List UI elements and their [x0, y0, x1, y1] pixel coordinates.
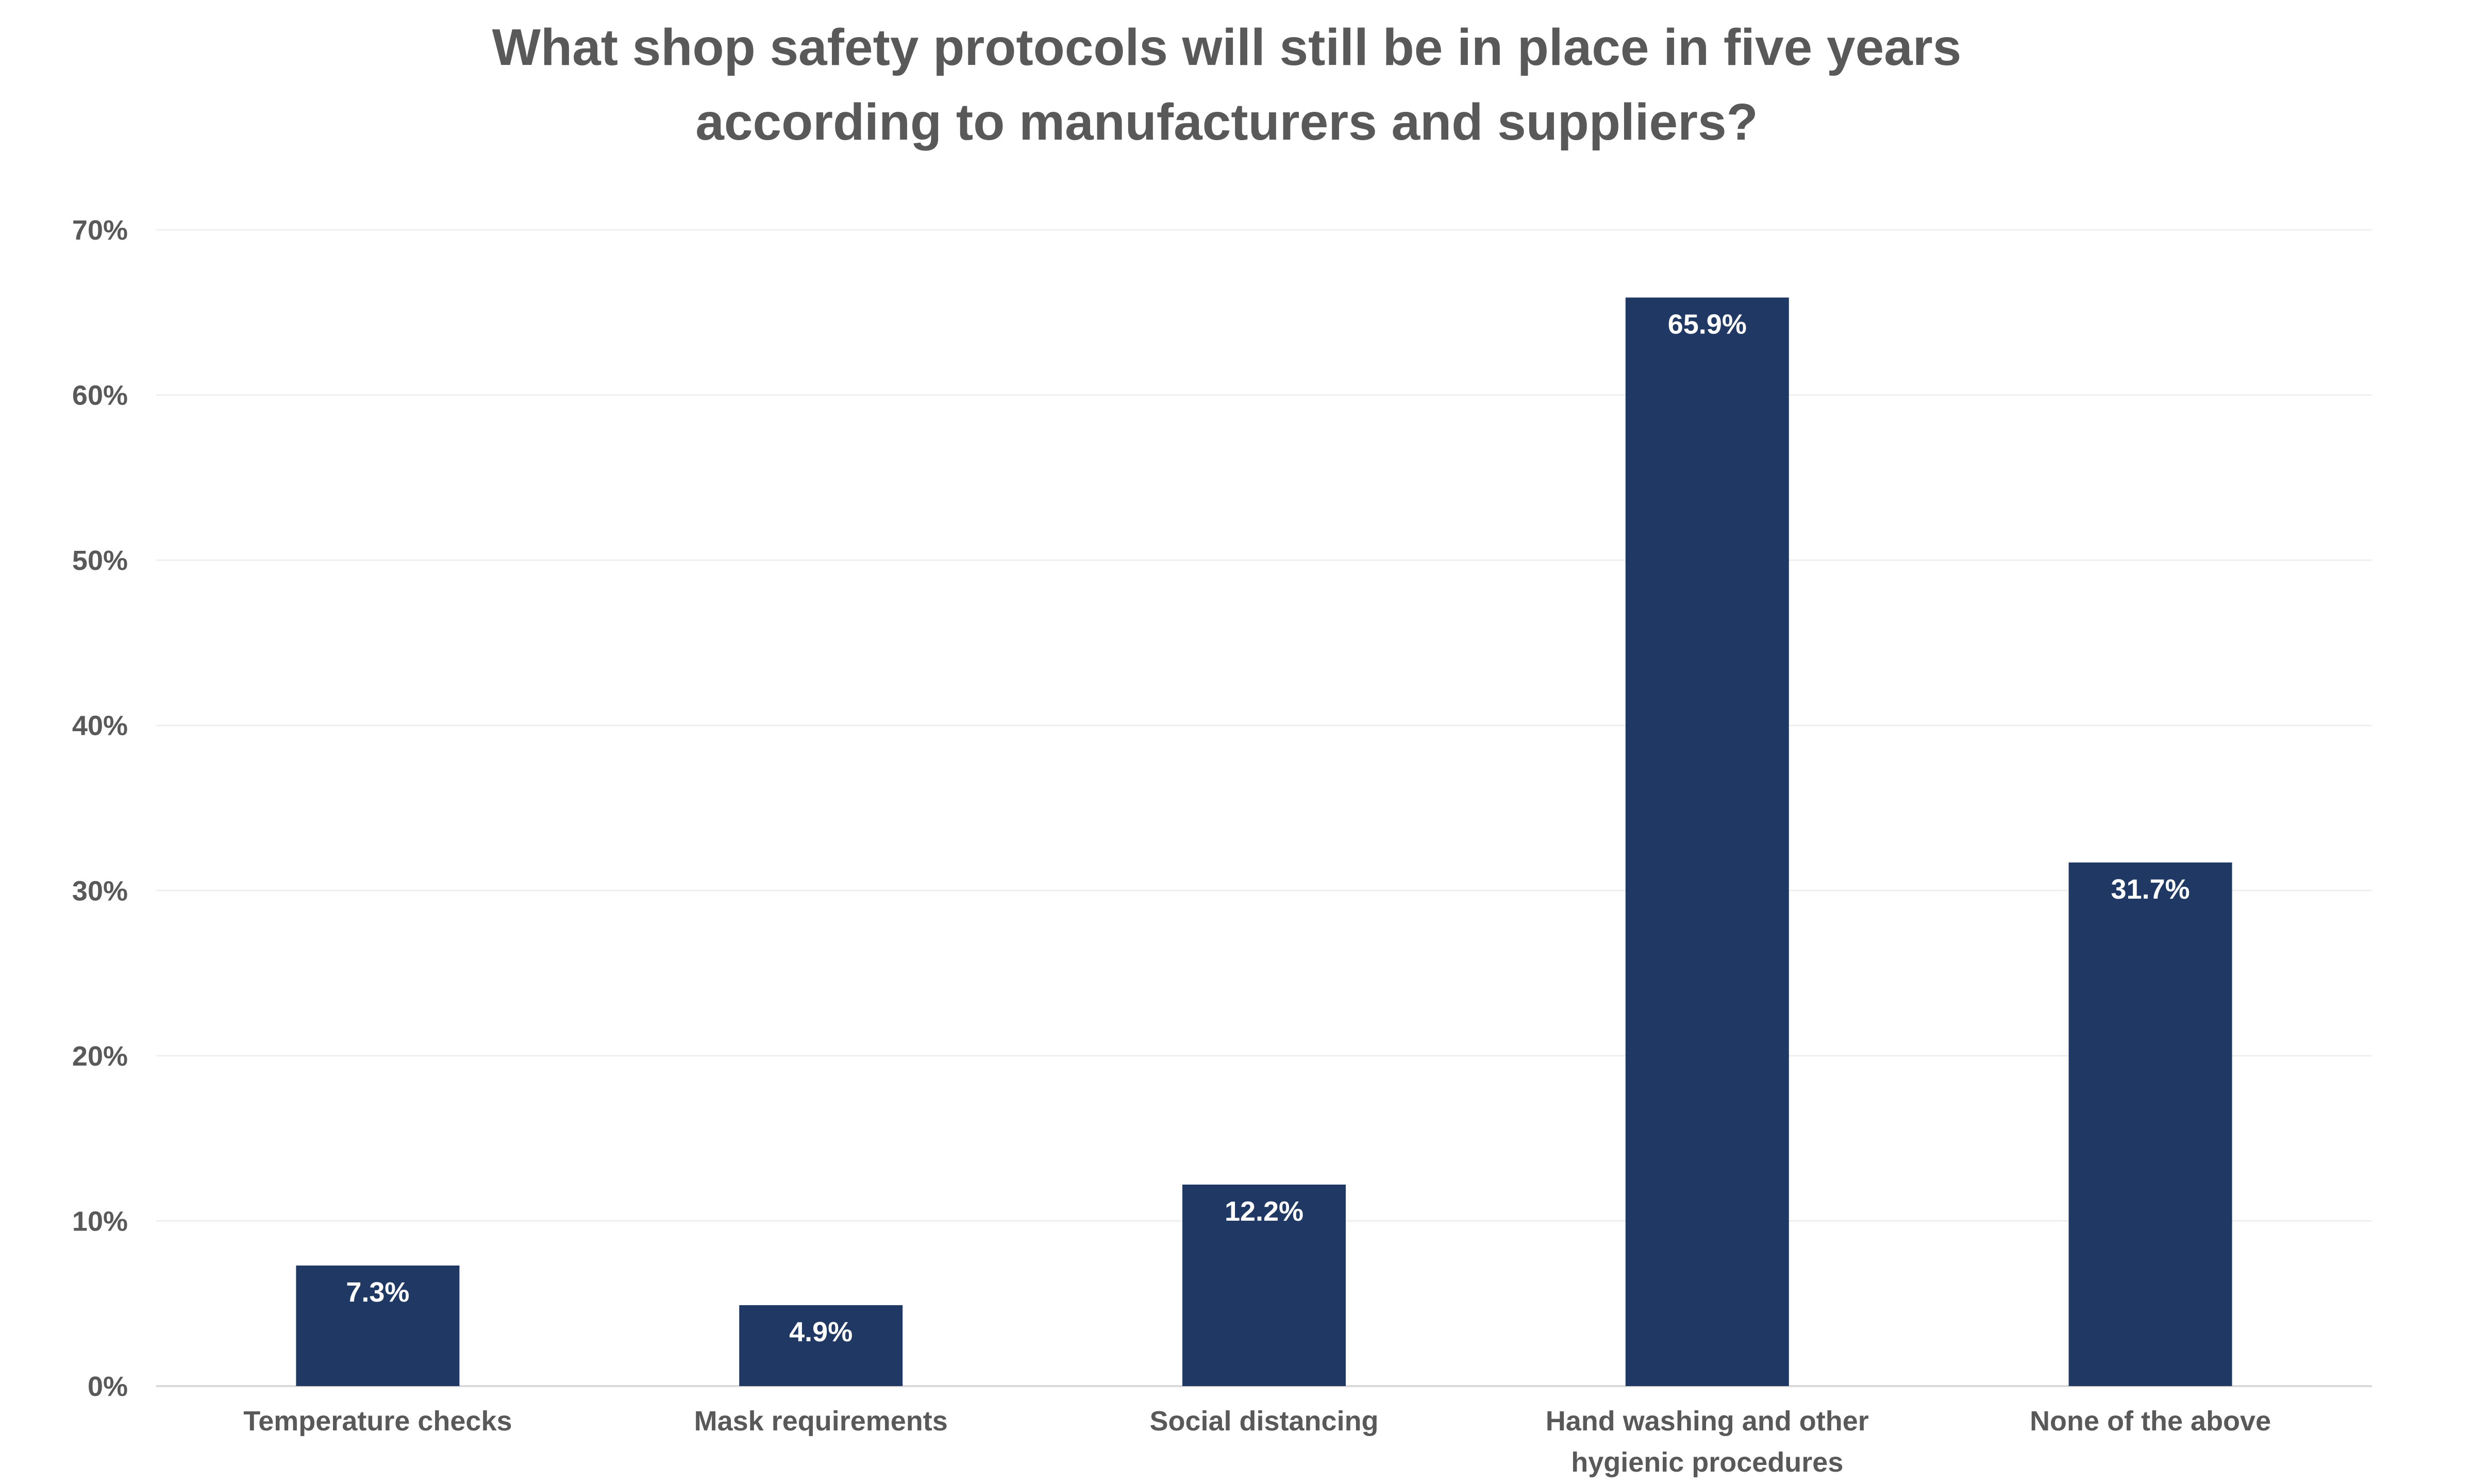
data-label: 12.2% [1225, 1196, 1303, 1227]
chart-title-line-1: What shop safety protocols will still be… [492, 19, 1962, 76]
y-tick-label: 20% [72, 1041, 128, 1072]
bar [1182, 1184, 1346, 1386]
bar [1625, 297, 1789, 1386]
chart-title-line-2: according to manufacturers and suppliers… [695, 93, 1758, 151]
y-tick-label: 70% [72, 215, 128, 246]
data-label: 4.9% [789, 1317, 852, 1347]
bar [739, 1305, 903, 1386]
x-category-label: None of the above [2030, 1406, 2271, 1437]
chart-title: What shop safety protocols will still be… [0, 10, 2453, 160]
data-label: 7.3% [346, 1277, 409, 1308]
y-tick-label: 0% [88, 1371, 128, 1402]
y-tick-label: 50% [72, 545, 128, 576]
data-label: 31.7% [2111, 874, 2190, 905]
x-category-label: Social distancing [1149, 1406, 1378, 1437]
bar [2068, 862, 2232, 1386]
y-tick-label: 10% [72, 1206, 128, 1237]
x-category-label: Temperature checks [243, 1406, 512, 1437]
y-tick-label: 60% [72, 380, 128, 411]
bar [296, 1265, 460, 1386]
y-tick-label: 30% [72, 875, 128, 906]
data-label: 65.9% [1668, 309, 1747, 340]
x-category-label: Hand washing and other [1546, 1406, 1869, 1437]
y-tick-label: 40% [72, 711, 128, 741]
x-category-label: hygienic procedures [1571, 1447, 1843, 1478]
x-category-label: Mask requirements [694, 1406, 948, 1437]
